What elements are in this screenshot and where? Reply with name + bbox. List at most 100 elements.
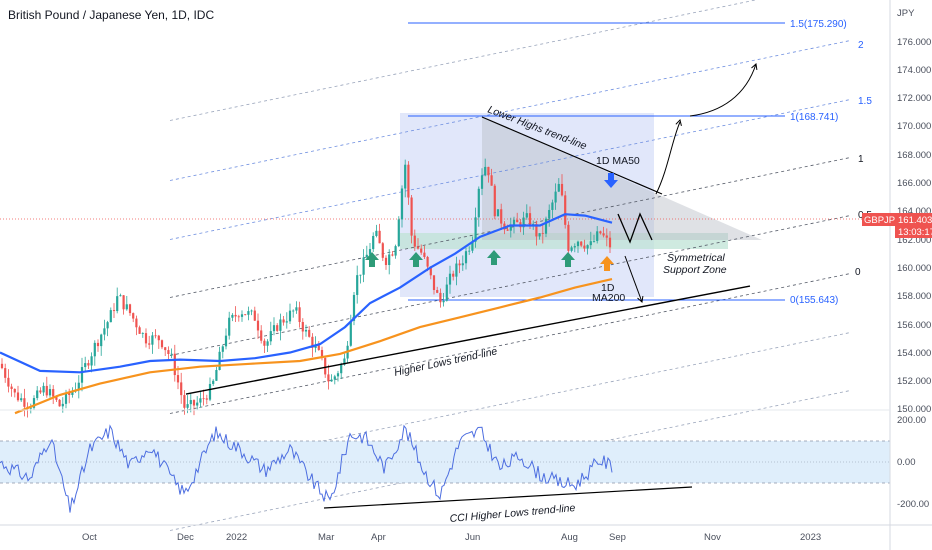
- candle-body: [608, 237, 612, 248]
- price-tick: 150.000: [897, 404, 931, 415]
- price-candles: [0, 158, 612, 418]
- channel-line: [169, 99, 851, 240]
- candle-body: [311, 336, 314, 348]
- cci-tick: 0.00: [897, 457, 916, 468]
- candle-body: [304, 329, 308, 332]
- candle-body: [20, 398, 23, 401]
- candle-body: [224, 335, 228, 347]
- candle-body: [416, 246, 420, 249]
- fib-levels: [0, 22, 890, 301]
- candle-body: [496, 209, 500, 217]
- arrowhead: [751, 63, 758, 71]
- support-arrow: [409, 252, 423, 267]
- candle-body: [538, 233, 541, 237]
- candle-body: [413, 235, 416, 247]
- candle-body: [279, 319, 282, 331]
- channel-line: [169, 215, 851, 356]
- candle-body: [93, 342, 96, 357]
- candle-body: [154, 335, 157, 337]
- candle-body: [567, 224, 570, 251]
- candle-body: [362, 257, 365, 275]
- candle-body: [388, 254, 391, 266]
- trend-lines: [185, 63, 758, 509]
- price-tick: 166.000: [897, 178, 931, 189]
- candle-body: [260, 330, 263, 341]
- projection-down: [624, 255, 643, 303]
- candle-body: [16, 392, 20, 401]
- candle-body: [525, 213, 528, 218]
- candle-body: [269, 331, 272, 342]
- candle-body: [506, 229, 509, 231]
- candle-body: [455, 263, 458, 277]
- candle-body: [64, 393, 68, 404]
- candle-body: [391, 254, 394, 256]
- candle-body: [180, 382, 183, 396]
- channel-line: [169, 273, 851, 414]
- candle-body: [528, 213, 532, 227]
- cci-higher-lows-trendline: [323, 486, 693, 509]
- channel-label-1-5: 1.5: [858, 96, 872, 107]
- candle-body: [490, 175, 493, 186]
- candle-body: [128, 304, 132, 314]
- candle-body: [336, 373, 340, 377]
- cci-tick: -200.00: [897, 499, 929, 510]
- candle-body: [327, 374, 330, 382]
- candle-body: [404, 164, 407, 189]
- candle-body: [32, 398, 36, 408]
- candle-body: [240, 314, 244, 317]
- candle-body: [308, 329, 311, 337]
- candle-body: [253, 310, 256, 321]
- candle-body: [509, 224, 512, 231]
- current-price: 161.403: [898, 215, 932, 226]
- candle-body: [368, 249, 372, 255]
- candle-body: [96, 342, 100, 347]
- candle-body: [7, 377, 10, 387]
- ma200-line: [14, 278, 613, 415]
- projection-zigzag: [617, 212, 653, 244]
- candle-body: [90, 356, 93, 366]
- candle-body: [432, 275, 436, 291]
- candle-body: [199, 398, 202, 403]
- ma50-line: [0, 213, 613, 374]
- projection-curve-1: [655, 121, 681, 195]
- price-tick: 170.000: [897, 121, 931, 132]
- candle-body: [343, 358, 346, 365]
- candle-body: [77, 382, 80, 390]
- candle-body: [71, 391, 74, 395]
- candle-body: [167, 350, 170, 355]
- time-label: Oct: [82, 532, 97, 543]
- candle-body: [317, 345, 320, 350]
- candle-body: [151, 335, 154, 345]
- candle-body: [80, 367, 84, 383]
- ma200-label-1: 1D: [601, 282, 615, 294]
- candle-body: [112, 310, 116, 312]
- candle-body: [212, 380, 215, 384]
- candle-body: [288, 310, 292, 322]
- candle-body: [365, 254, 368, 258]
- candle-body: [464, 251, 468, 264]
- candle-body: [333, 376, 336, 380]
- candle-body: [480, 175, 484, 189]
- candle-body: [602, 233, 605, 236]
- price-tick: 162.000: [897, 235, 931, 246]
- support-arrow: [365, 252, 379, 267]
- candle-body: [132, 313, 135, 319]
- candle-body: [234, 314, 237, 317]
- candle-body: [554, 191, 557, 203]
- candle-body: [592, 241, 596, 242]
- candle-body: [461, 263, 464, 266]
- moving-averages: [0, 213, 613, 415]
- candle-body: [208, 383, 212, 400]
- candle-body: [202, 398, 205, 400]
- candle-body: [215, 370, 218, 381]
- candle-body: [221, 346, 224, 352]
- arrows: [365, 173, 618, 271]
- candle-body: [122, 295, 125, 310]
- candle-body: [170, 353, 173, 355]
- candle-body: [48, 389, 52, 396]
- candle-body: [103, 328, 106, 335]
- candle-body: [423, 252, 426, 257]
- candle-body: [356, 275, 359, 295]
- candle-body: [183, 395, 186, 408]
